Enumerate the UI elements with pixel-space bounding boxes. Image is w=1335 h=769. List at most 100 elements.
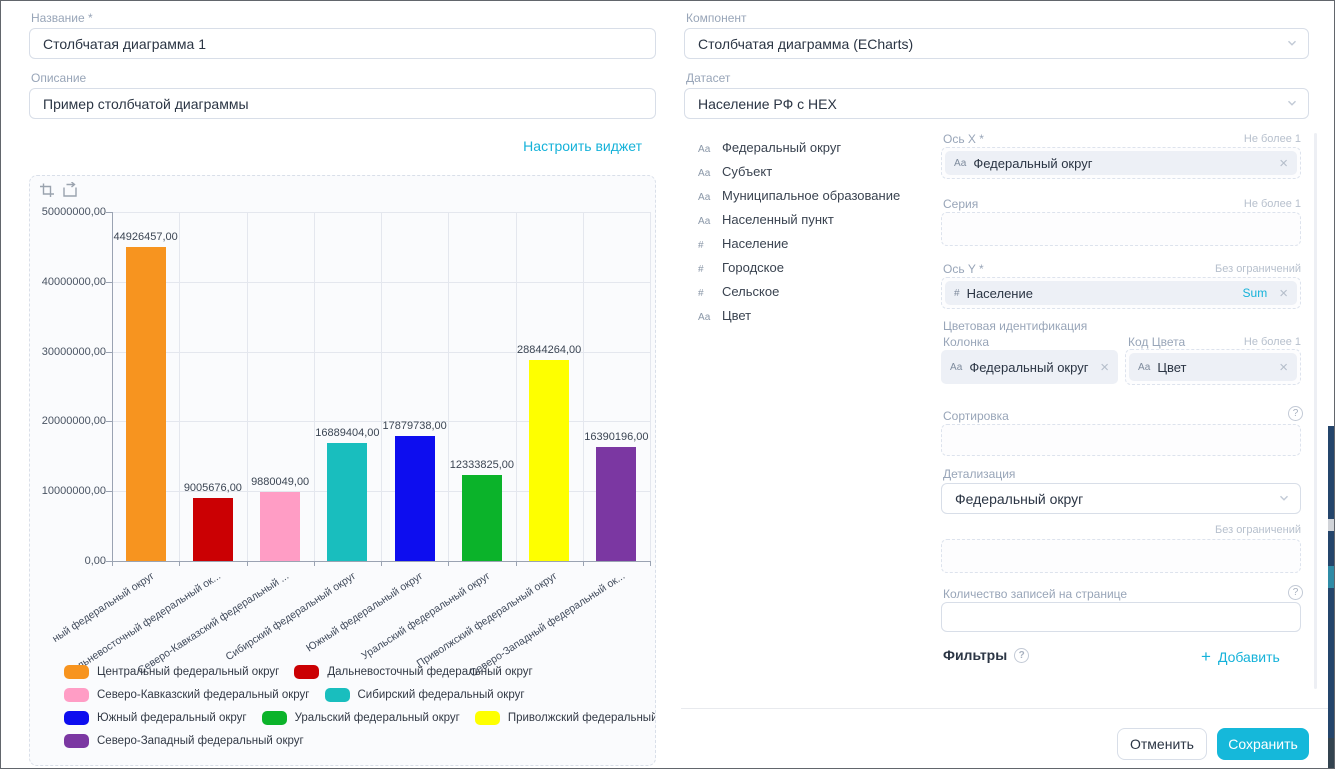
name-input-value: Столбчатая диаграмма 1 bbox=[43, 35, 207, 52]
cancel-button[interactable]: Отменить bbox=[1117, 728, 1207, 760]
color-identification-label: Цветовая идентификация bbox=[943, 319, 1088, 333]
x-tick-label: Сибирский федеральный округ bbox=[223, 570, 358, 664]
legend-label: Центральный федеральный округ bbox=[97, 666, 280, 678]
legend-item[interactable]: Приволжский федеральный округ bbox=[474, 711, 655, 725]
legend-label: Северо-Кавказский федеральный округ bbox=[97, 689, 310, 701]
color-column-chip-wrap: Аа Федеральный округ × bbox=[941, 350, 1118, 384]
text-type-icon: Аа bbox=[698, 168, 711, 179]
gridline bbox=[179, 212, 181, 561]
gridline bbox=[381, 212, 382, 561]
bar[interactable] bbox=[260, 492, 301, 561]
x-tickmark bbox=[381, 561, 382, 566]
legend-item[interactable]: Сибирский федеральный округ bbox=[324, 688, 525, 702]
description-input[interactable]: Пример столбчатой диаграммы bbox=[29, 88, 656, 119]
dataset-field[interactable]: Аа Субъект bbox=[698, 164, 900, 179]
remove-icon[interactable]: × bbox=[1279, 154, 1288, 172]
series-dropzone[interactable] bbox=[941, 212, 1301, 246]
chart-preview-card: 50000000,00 40000000,00 30000000,00 2000000… bbox=[29, 175, 656, 766]
field-name: Городское bbox=[722, 260, 784, 275]
x-tickmark bbox=[582, 561, 584, 566]
legend-item[interactable]: Северо-Кавказский федеральный округ bbox=[64, 688, 310, 702]
remove-icon[interactable]: × bbox=[1100, 358, 1109, 376]
dataset-field[interactable]: # Население bbox=[698, 236, 900, 251]
bar[interactable] bbox=[125, 247, 166, 561]
bar-value-label: 44926457,00 bbox=[113, 231, 178, 243]
bar-value-label: 17879738,00 bbox=[382, 420, 447, 432]
legend-marker bbox=[64, 688, 89, 702]
component-select[interactable]: Столбчатая диаграмма (ECharts) bbox=[684, 28, 1309, 59]
color-column-chip[interactable]: Аа Федеральный округ × bbox=[941, 350, 1118, 384]
bar[interactable] bbox=[461, 475, 502, 561]
chevron-down-icon bbox=[1286, 96, 1298, 112]
y-axis-chip-text: Население bbox=[966, 285, 1033, 301]
remove-icon[interactable]: × bbox=[1279, 284, 1288, 302]
bar[interactable] bbox=[192, 498, 233, 561]
gridline bbox=[650, 212, 651, 561]
save-button[interactable]: Сохранить bbox=[1217, 728, 1309, 760]
restore-icon[interactable] bbox=[62, 182, 78, 198]
name-input[interactable]: Столбчатая диаграмма 1 bbox=[29, 28, 656, 59]
configure-widget-link[interactable]: Настроить виджет bbox=[523, 138, 642, 154]
x-axis-chip[interactable]: Аа Федеральный округ × bbox=[945, 151, 1297, 175]
plus-icon: + bbox=[1201, 647, 1211, 666]
y-tick-label: 40000000,00 bbox=[41, 275, 106, 288]
series-hint: Не более 1 bbox=[1243, 198, 1301, 210]
help-icon[interactable]: ? bbox=[1014, 647, 1030, 663]
legend-item[interactable]: Южный федеральный округ bbox=[64, 711, 247, 725]
field-name: Субъект bbox=[722, 164, 773, 179]
detail-select[interactable]: Федеральный округ bbox=[941, 483, 1301, 514]
legend-item[interactable]: Северо-Западный федеральный округ bbox=[64, 734, 304, 748]
datazoom-icon[interactable] bbox=[39, 182, 55, 198]
legend-item[interactable]: Уральский федеральный округ bbox=[261, 711, 460, 725]
legend-item[interactable]: Центральный федеральный округ bbox=[64, 665, 279, 679]
page-size-input[interactable] bbox=[941, 602, 1301, 632]
background-page-sliver bbox=[1328, 566, 1334, 588]
number-type-icon: # bbox=[954, 287, 960, 299]
text-type-icon: Аа bbox=[950, 361, 963, 373]
x-tickmark bbox=[515, 561, 517, 566]
y-tickmark bbox=[106, 212, 112, 213]
bar[interactable] bbox=[596, 447, 637, 561]
footer-divider bbox=[681, 708, 1334, 709]
dataset-field[interactable]: Аа Населенный пункт bbox=[698, 212, 900, 227]
dataset-field[interactable]: Аа Цвет bbox=[698, 308, 900, 323]
dataset-field[interactable]: Аа Федеральный округ bbox=[698, 140, 900, 155]
dataset-field[interactable]: # Городское bbox=[698, 260, 900, 275]
config-scrollbar-track[interactable] bbox=[1314, 133, 1317, 689]
text-type-icon: Аа bbox=[1138, 361, 1151, 373]
dataset-select[interactable]: Население РФ с HEX bbox=[684, 88, 1309, 119]
dataset-field[interactable]: # Сельское bbox=[698, 284, 900, 299]
bar-value-label: 9880049,00 bbox=[251, 476, 310, 488]
bar[interactable] bbox=[529, 360, 570, 561]
background-page-sliver bbox=[1328, 426, 1334, 768]
x-tickmark bbox=[179, 561, 181, 566]
help-icon[interactable]: ? bbox=[1288, 406, 1303, 421]
bar[interactable] bbox=[327, 443, 368, 561]
legend-marker bbox=[474, 711, 500, 725]
color-code-chip-text: Цвет bbox=[1157, 359, 1187, 375]
sorting-dropzone[interactable] bbox=[941, 424, 1301, 456]
background-page-sliver bbox=[1328, 738, 1334, 768]
help-icon[interactable]: ? bbox=[1288, 585, 1303, 600]
name-label: Название * bbox=[31, 11, 93, 25]
detail-select-value: Федеральный округ bbox=[955, 490, 1084, 507]
add-filter-button[interactable]: + Добавить bbox=[1201, 647, 1280, 666]
chart-legend: Центральный федеральный округ Дальневосто… bbox=[64, 665, 655, 748]
bar-value-label: 12333825,00 bbox=[449, 459, 514, 471]
y-axis-dropzone[interactable]: # Население Sum × bbox=[941, 277, 1301, 309]
dataset-field[interactable]: Аа Муниципальное образование bbox=[698, 188, 900, 203]
x-axis-dropzone[interactable]: Аа Федеральный округ × bbox=[941, 147, 1301, 179]
limit-dropzone[interactable] bbox=[941, 539, 1301, 573]
legend-item[interactable]: Дальневосточный федеральный округ bbox=[294, 665, 533, 679]
aggregation-badge[interactable]: Sum bbox=[1242, 286, 1268, 300]
y-tick-label: 10000000,00 bbox=[41, 485, 106, 498]
y-axis-chip[interactable]: # Население Sum × bbox=[945, 281, 1297, 305]
x-tick-label: Южный федеральный округ bbox=[304, 570, 426, 655]
bar[interactable] bbox=[394, 436, 435, 561]
remove-icon[interactable]: × bbox=[1279, 358, 1288, 376]
color-code-dropzone[interactable]: Аа Цвет × bbox=[1125, 349, 1301, 385]
field-name: Федеральный округ bbox=[722, 140, 842, 155]
color-code-chip[interactable]: Аа Цвет × bbox=[1129, 353, 1297, 381]
gridline bbox=[582, 212, 584, 561]
